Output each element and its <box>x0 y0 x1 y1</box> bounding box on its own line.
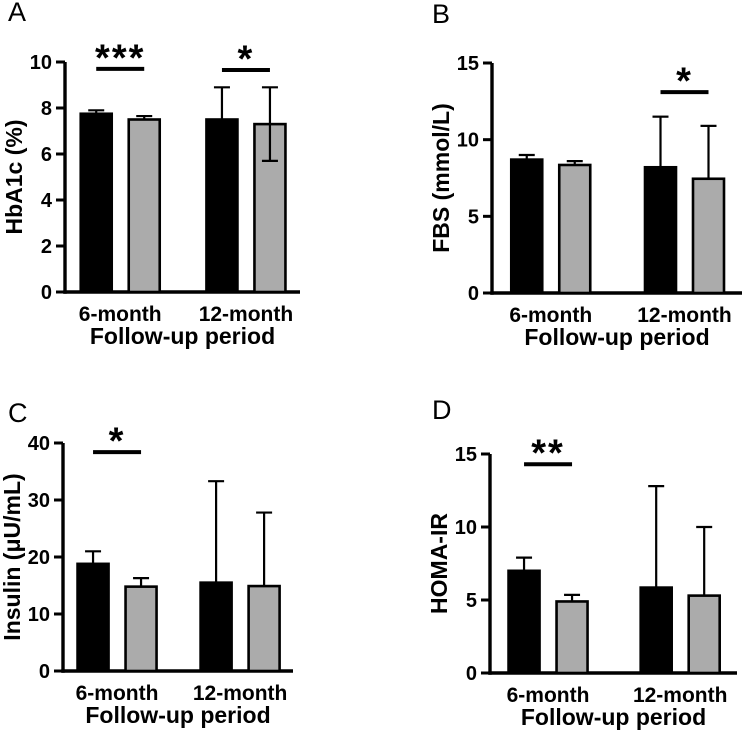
y-tick-label: 6 <box>41 144 52 166</box>
category-label: 6-month <box>507 684 590 707</box>
y-tick-label: 0 <box>39 661 50 683</box>
black-bar <box>199 581 233 673</box>
gray-bar <box>127 118 162 294</box>
panel-B: 0 5 10 15 FBS (mmol/L) 6-month 12-month Follow-… <box>375 0 750 365</box>
x-axis-title: Follow-up period <box>85 702 270 728</box>
y-axis-title: HOMA-IR <box>426 513 452 614</box>
black-bar <box>507 569 541 675</box>
y-tick-label: 0 <box>466 663 477 685</box>
y-axis-title: HbA1c (%) <box>1 119 27 234</box>
panel-A: 0 2 4 6 8 10 HbA1c (%) 6-month 12-month Follow-up… <box>0 0 375 365</box>
y-tick-label: 10 <box>455 517 477 539</box>
y-axis-title: FBS (mmol/L) <box>428 103 454 253</box>
black-bar <box>76 562 110 673</box>
gray-bar <box>687 594 721 675</box>
panel-letter: A <box>8 0 26 27</box>
black-bar <box>639 586 673 675</box>
category-label: 6-month <box>509 304 592 327</box>
y-tick-label: 4 <box>41 190 53 212</box>
y-tick-label: 0 <box>468 283 479 305</box>
category-label: 12-month <box>633 684 728 707</box>
y-tick-label: 5 <box>466 590 477 612</box>
black-bar <box>79 112 114 294</box>
black-bar <box>509 158 544 295</box>
gray-bar <box>247 584 281 673</box>
significance-stars: *** <box>95 37 145 79</box>
gray-bar <box>124 585 158 673</box>
significance-stars: * <box>676 61 693 103</box>
gray-bar <box>691 177 726 295</box>
y-tick-label: 20 <box>28 547 50 569</box>
y-tick-label: 0 <box>41 282 52 304</box>
y-tick-label: 5 <box>468 206 479 228</box>
panel-letter: C <box>8 398 28 428</box>
panel-letter: D <box>432 395 452 425</box>
black-bar <box>643 165 678 295</box>
category-label: 12-month <box>199 303 294 326</box>
panel-C: 0 10 20 30 40 Insulin (μU/mL) 6-month 12-month F… <box>0 366 375 731</box>
category-label: 6-month <box>79 303 162 326</box>
gray-bar <box>557 163 592 295</box>
x-axis-title: Follow-up period <box>90 323 275 349</box>
y-axis-title: Insulin (μU/mL) <box>0 473 25 640</box>
x-axis-title: Follow-up period <box>524 324 709 350</box>
black-bar <box>205 118 239 294</box>
x-axis-title: Follow-up period <box>521 704 706 730</box>
y-tick-label: 10 <box>28 604 50 626</box>
y-tick-label: 15 <box>455 444 477 466</box>
panel-B-chart: 0 5 10 15 FBS (mmol/L) 6-month 12-monthFollow-… <box>428 0 742 350</box>
gray-bar <box>555 600 589 675</box>
panel-D: 0 5 10 15 HOMA-IR 6-month 12-month Follow-up pe… <box>375 366 750 731</box>
y-tick-label: 10 <box>457 130 479 152</box>
y-tick-label: 8 <box>41 98 52 120</box>
y-tick-label: 10 <box>30 52 52 74</box>
y-tick-label: 30 <box>28 490 50 512</box>
y-tick-label: 40 <box>28 433 50 455</box>
y-tick-label: 15 <box>457 53 479 75</box>
category-label: 12-month <box>637 304 732 327</box>
significance-stars: ** <box>531 433 565 475</box>
panel-A-chart: 0 2 4 6 8 10 HbA1c (%) 6-month 12-monthFollow-up… <box>1 0 300 349</box>
category-label: 6-month <box>76 682 159 705</box>
significance-stars: * <box>238 39 255 81</box>
significance-stars: * <box>109 421 126 463</box>
category-label: 12-month <box>193 682 288 705</box>
y-tick-label: 2 <box>41 236 52 258</box>
panel-letter: B <box>432 0 450 29</box>
